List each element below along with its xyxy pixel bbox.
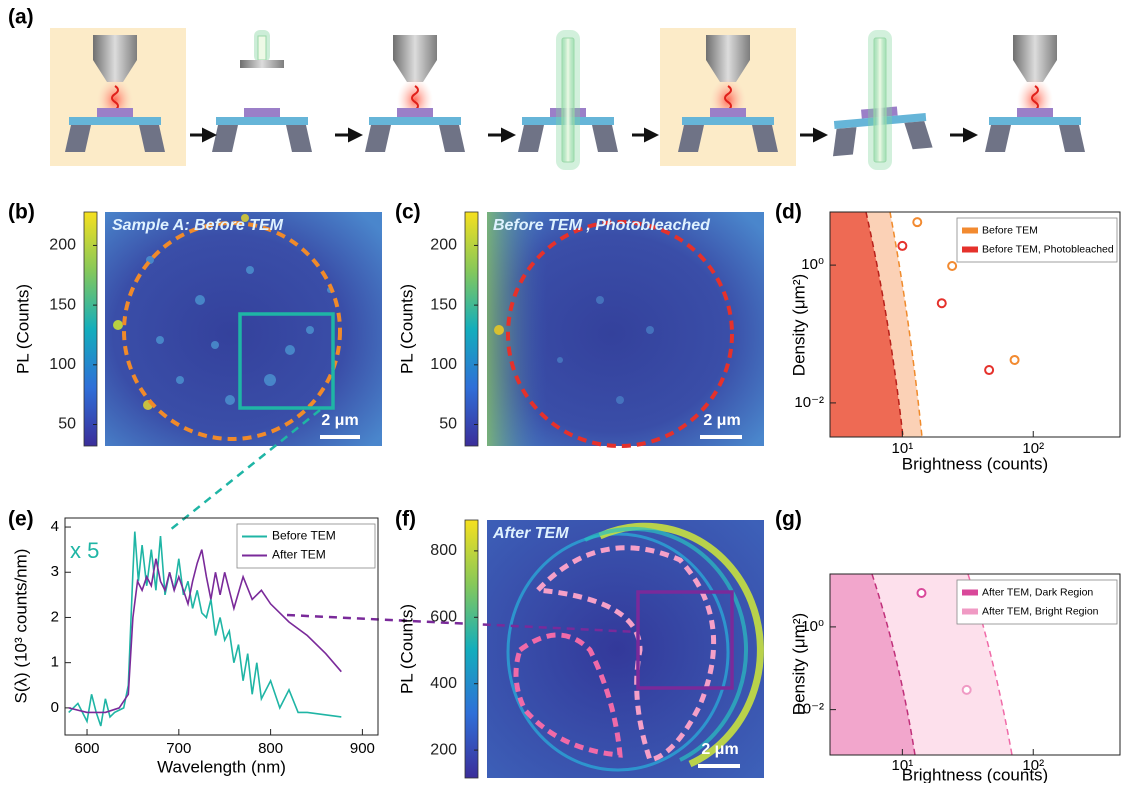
- colorbar-tick-label: 200: [49, 237, 76, 254]
- colorbar-tick-label: 150: [430, 296, 457, 313]
- legend-label: Before TEM: [272, 529, 336, 543]
- colorbar-tick-label: 400: [430, 675, 457, 692]
- y-tick-label: 2: [51, 608, 59, 625]
- y-tick-label: 10⁻²: [794, 394, 824, 411]
- y-tick-label: 10⁰: [801, 256, 824, 273]
- colorbar: [465, 212, 478, 446]
- colorbar: [84, 212, 97, 446]
- data-point: [948, 262, 956, 270]
- x-tick-label: 600: [75, 740, 100, 757]
- colorbar-label: PL (Counts): [397, 604, 416, 694]
- y-tick-label: 4: [51, 518, 59, 535]
- colorbar-label: PL (Counts): [13, 284, 32, 374]
- model-region: [830, 212, 1012, 755]
- page: {"panel_labels": ["(a)", "(b)", "(c)", "…: [0, 0, 1122, 783]
- y-axis-label: S(λ) (10³ counts/nm): [11, 549, 30, 704]
- data-point: [917, 589, 925, 597]
- step: [829, 30, 932, 170]
- x-tick-label: 900: [350, 740, 375, 757]
- panel-label: (a): [8, 6, 34, 29]
- colorbar-tick-label: 50: [58, 416, 76, 433]
- data-point: [985, 366, 993, 374]
- legend-label: After TEM: [272, 548, 326, 562]
- legend-swatch: [962, 247, 978, 253]
- panel-label: (d): [775, 201, 802, 224]
- legend-swatch: [962, 590, 978, 596]
- y-axis-label: Density (μm²): [789, 613, 808, 715]
- y-axis-label: Density (μm²): [789, 274, 808, 376]
- y-tick-label: 1: [51, 654, 59, 671]
- legend-swatch: [962, 228, 978, 234]
- colorbar-tick-label: 600: [430, 609, 457, 626]
- x-tick-label: 700: [166, 740, 191, 757]
- legend-label: Before TEM, Photobleached: [982, 243, 1114, 255]
- colorbar-tick-label: 100: [430, 356, 457, 373]
- image-title: After TEM: [492, 525, 569, 542]
- colorbar-tick-label: 200: [430, 741, 457, 758]
- schematic: [50, 28, 1085, 170]
- scale-bar-label: 2 μm: [321, 412, 358, 429]
- x-axis-label: Wavelength (nm): [157, 757, 286, 776]
- colorbar-tick-label: 200: [430, 237, 457, 254]
- legend-label: Before TEM: [982, 224, 1038, 236]
- scale-bar-label: 2 μm: [703, 412, 740, 429]
- colorbar-label: PL (Counts): [397, 284, 416, 374]
- colorbar: [465, 520, 478, 778]
- pl-map: [487, 212, 764, 446]
- pl-map: [487, 520, 764, 778]
- panel-label: (f): [395, 508, 416, 531]
- pl-map: [105, 212, 382, 446]
- scale-bar-label: 2 μm: [701, 741, 738, 758]
- step: [365, 35, 465, 152]
- legend-label: After TEM, Bright Region: [982, 605, 1099, 617]
- x-axis-label: Brightness (counts): [902, 454, 1048, 473]
- data-line: [69, 550, 342, 713]
- image-title: Sample A: Before TEM: [112, 217, 284, 234]
- panel-label: (b): [8, 201, 35, 224]
- colorbar-tick-label: 800: [430, 542, 457, 559]
- panel-label: (e): [8, 508, 34, 531]
- x-axis-label: Brightness (counts): [902, 765, 1048, 783]
- colorbar-tick-label: 50: [439, 416, 457, 433]
- step: [518, 30, 618, 170]
- data-point: [963, 686, 971, 694]
- image-title: Before TEM , Photobleached: [493, 217, 711, 234]
- step: [212, 30, 312, 152]
- data-point: [913, 218, 921, 226]
- data-point: [1011, 356, 1019, 364]
- panel-label: (g): [775, 508, 802, 531]
- data-point: [938, 299, 946, 307]
- x-tick-label: 800: [258, 740, 283, 757]
- colorbar-tick-label: 150: [49, 296, 76, 313]
- annotation: x 5: [70, 538, 99, 563]
- step: [985, 35, 1085, 152]
- y-tick-label: 3: [51, 563, 59, 580]
- legend-swatch: [962, 609, 978, 615]
- figure: (a)(b)(c)(d)(e)(f)(g)50100150200PL (Coun…: [0, 0, 1122, 783]
- panel-label: (c): [395, 201, 421, 224]
- legend-label: After TEM, Dark Region: [982, 586, 1093, 598]
- data-point: [898, 242, 906, 250]
- colorbar-tick-label: 100: [49, 356, 76, 373]
- y-tick-label: 0: [51, 699, 59, 716]
